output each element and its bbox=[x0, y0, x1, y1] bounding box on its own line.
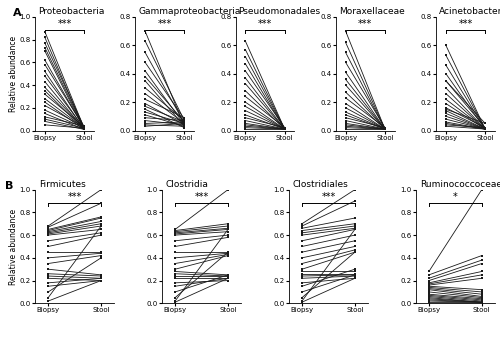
Text: Proteobacteria: Proteobacteria bbox=[38, 7, 104, 16]
Text: *: * bbox=[453, 192, 458, 202]
Text: Ruminococcoceae: Ruminococcoceae bbox=[420, 180, 500, 189]
Text: Acinetobacter: Acinetobacter bbox=[439, 7, 500, 16]
Text: B: B bbox=[5, 181, 13, 190]
Text: ***: *** bbox=[458, 19, 472, 29]
Text: ***: *** bbox=[58, 19, 71, 29]
Text: Moraxellaceae: Moraxellaceae bbox=[338, 7, 404, 16]
Text: Pseudomonadales: Pseudomonadales bbox=[238, 7, 320, 16]
Text: Firmicutes: Firmicutes bbox=[39, 180, 86, 189]
Text: Clostridiales: Clostridiales bbox=[293, 180, 348, 189]
Text: ***: *** bbox=[158, 19, 172, 29]
Text: ***: *** bbox=[258, 19, 272, 29]
Text: ***: *** bbox=[358, 19, 372, 29]
Text: ***: *** bbox=[194, 192, 208, 202]
Text: Gammaproteobacteria: Gammaproteobacteria bbox=[138, 7, 240, 16]
Y-axis label: Relative abundance: Relative abundance bbox=[9, 36, 18, 112]
Text: A: A bbox=[12, 8, 21, 18]
Text: Clostridia: Clostridia bbox=[166, 180, 208, 189]
Y-axis label: Relative abundance: Relative abundance bbox=[9, 208, 18, 284]
Text: ***: *** bbox=[322, 192, 336, 202]
Text: ***: *** bbox=[68, 192, 82, 202]
